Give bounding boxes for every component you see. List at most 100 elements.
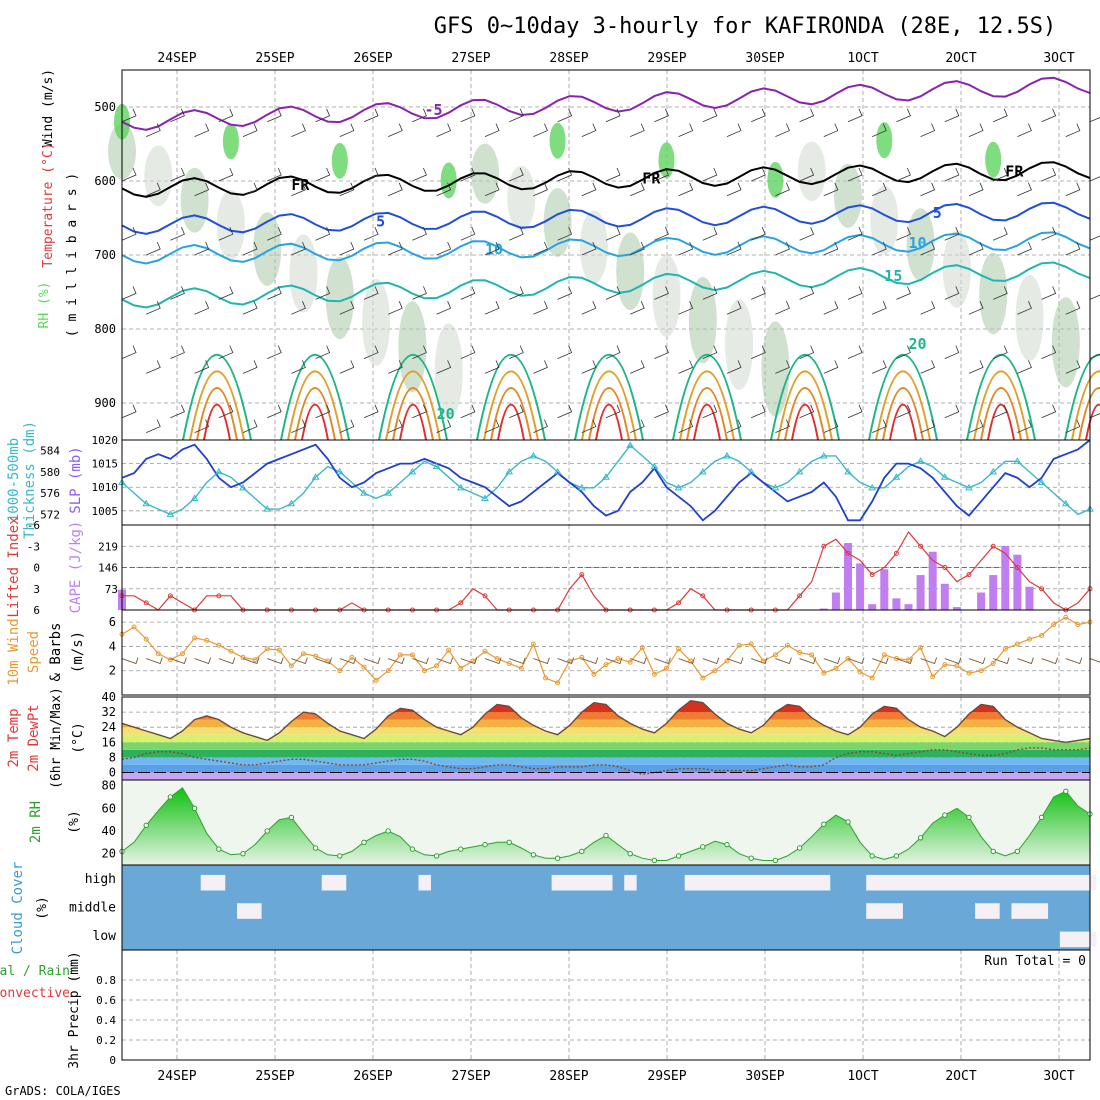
- wind-barb: [242, 241, 258, 256]
- rh-point: [458, 846, 464, 852]
- wind-barb: [218, 167, 234, 182]
- wind-barb: [872, 182, 887, 197]
- cloud-cell-high: [1023, 874, 1036, 891]
- cloud-cell-high: [975, 874, 988, 891]
- wind-barb: [944, 286, 960, 300]
- wind-barb: [968, 123, 984, 137]
- wind-barb-10m: [436, 657, 454, 665]
- wind-speed-point: [518, 665, 524, 671]
- isotherm-line: [121, 161, 1091, 198]
- wind-barb: [460, 404, 476, 419]
- wind-barb: [533, 182, 548, 197]
- wind-barb: [339, 182, 355, 197]
- wind-barb-10m: [484, 657, 502, 665]
- isotherm-dome-25: [581, 370, 637, 441]
- wind-barb: [654, 286, 669, 300]
- wind-speed-point: [1002, 646, 1008, 652]
- wind-barb-10m: [533, 657, 550, 665]
- lifted-index-point: [990, 543, 996, 549]
- wind-barb: [1041, 404, 1057, 419]
- rh-point: [651, 857, 658, 864]
- wind-barb-10m: [1065, 657, 1083, 665]
- wind-barb: [993, 286, 1008, 300]
- wind-barb: [847, 345, 863, 359]
- wind-barb: [170, 167, 185, 182]
- wind-barb: [944, 404, 960, 419]
- cloud-cell-high: [745, 874, 758, 891]
- rh-point: [603, 832, 609, 839]
- lifted-index-point: [143, 600, 149, 606]
- wind-speed-point: [458, 665, 464, 671]
- temp-band: [122, 719, 1090, 728]
- cloud-cell-high: [769, 874, 782, 891]
- wind-barb: [847, 167, 863, 182]
- wind-speed-point: [627, 659, 633, 665]
- precip-tick-label: 0.4: [96, 1014, 116, 1027]
- ylabel-cape: CAPE (J/kg): [68, 521, 84, 614]
- wind-barb: [363, 108, 379, 123]
- wind-barb: [436, 360, 452, 374]
- wind-speed-point: [1051, 622, 1057, 628]
- thickness-point: [1061, 499, 1070, 507]
- cloud-cell-high: [757, 874, 770, 891]
- wind-speed-point: [385, 668, 391, 674]
- cloud-level-label: middle: [69, 901, 116, 916]
- wind-speed-point: [712, 668, 718, 674]
- wind-speed-point: [494, 656, 500, 662]
- temp-band: [122, 742, 1090, 750]
- wind-barb: [751, 108, 766, 123]
- wind-barb: [146, 123, 161, 137]
- temp-band: [122, 734, 1090, 743]
- wind-barb: [267, 286, 282, 300]
- wind-speed-point: [881, 652, 887, 658]
- rh-point: [1014, 848, 1021, 855]
- wind-barb: [726, 123, 742, 137]
- isotherm-dome-35: [1085, 403, 1100, 441]
- temp-tick-label: 16: [102, 735, 116, 749]
- contour-label: 5: [933, 204, 942, 222]
- lifted-index-point: [893, 550, 899, 556]
- wind-barb: [630, 182, 645, 197]
- wind-barb: [267, 404, 282, 419]
- wind-speed-point: [555, 680, 561, 686]
- wind-barb: [1089, 294, 1100, 300]
- wind-barb: [799, 345, 815, 359]
- wind-barb: [944, 108, 960, 123]
- isotherm-dome-35: [889, 403, 917, 441]
- cloud-cell-high: [878, 874, 891, 891]
- cloud-cell-low: [1071, 931, 1085, 948]
- thickness-point: [190, 494, 199, 501]
- wind-barb-10m: [896, 657, 913, 665]
- wind-speed-point: [942, 662, 948, 668]
- wind-barb: [242, 123, 258, 137]
- isotherm-dome-20: [182, 353, 252, 441]
- thickness-point: [819, 451, 828, 459]
- wind-barb: [968, 301, 984, 315]
- isotherm-dome-20: [574, 353, 644, 441]
- wind-barb: [484, 123, 500, 137]
- x-tick-label-bottom: 24SEP: [157, 1069, 196, 1084]
- wind-speed-point: [409, 652, 415, 658]
- rh-shading: [870, 186, 899, 255]
- wind-barb: [968, 419, 984, 433]
- wind-barb: [1041, 227, 1057, 241]
- wind-barb: [678, 241, 694, 256]
- wind-speed-line: [121, 616, 1091, 684]
- rh-point: [821, 821, 827, 827]
- wind-barb: [872, 241, 887, 256]
- ylabel-rh2m: 2m RH: [28, 801, 44, 843]
- wind-barb: [557, 345, 573, 359]
- wind-barb: [799, 167, 815, 182]
- wind-barb-10m: [1041, 657, 1059, 665]
- wind-barb: [896, 404, 911, 419]
- cape-tick-label: 146: [98, 562, 118, 575]
- cloud-cell-high: [708, 874, 722, 891]
- wind-barb: [1089, 117, 1100, 123]
- thickness-point: [529, 451, 538, 459]
- wind-barb-10m: [170, 657, 187, 665]
- cloud-cell-high: [793, 874, 807, 891]
- wind-barb: [872, 301, 887, 315]
- wind-barb: [605, 108, 621, 123]
- isotherm-dome-25: [385, 370, 441, 441]
- wind-speed-point: [845, 656, 851, 662]
